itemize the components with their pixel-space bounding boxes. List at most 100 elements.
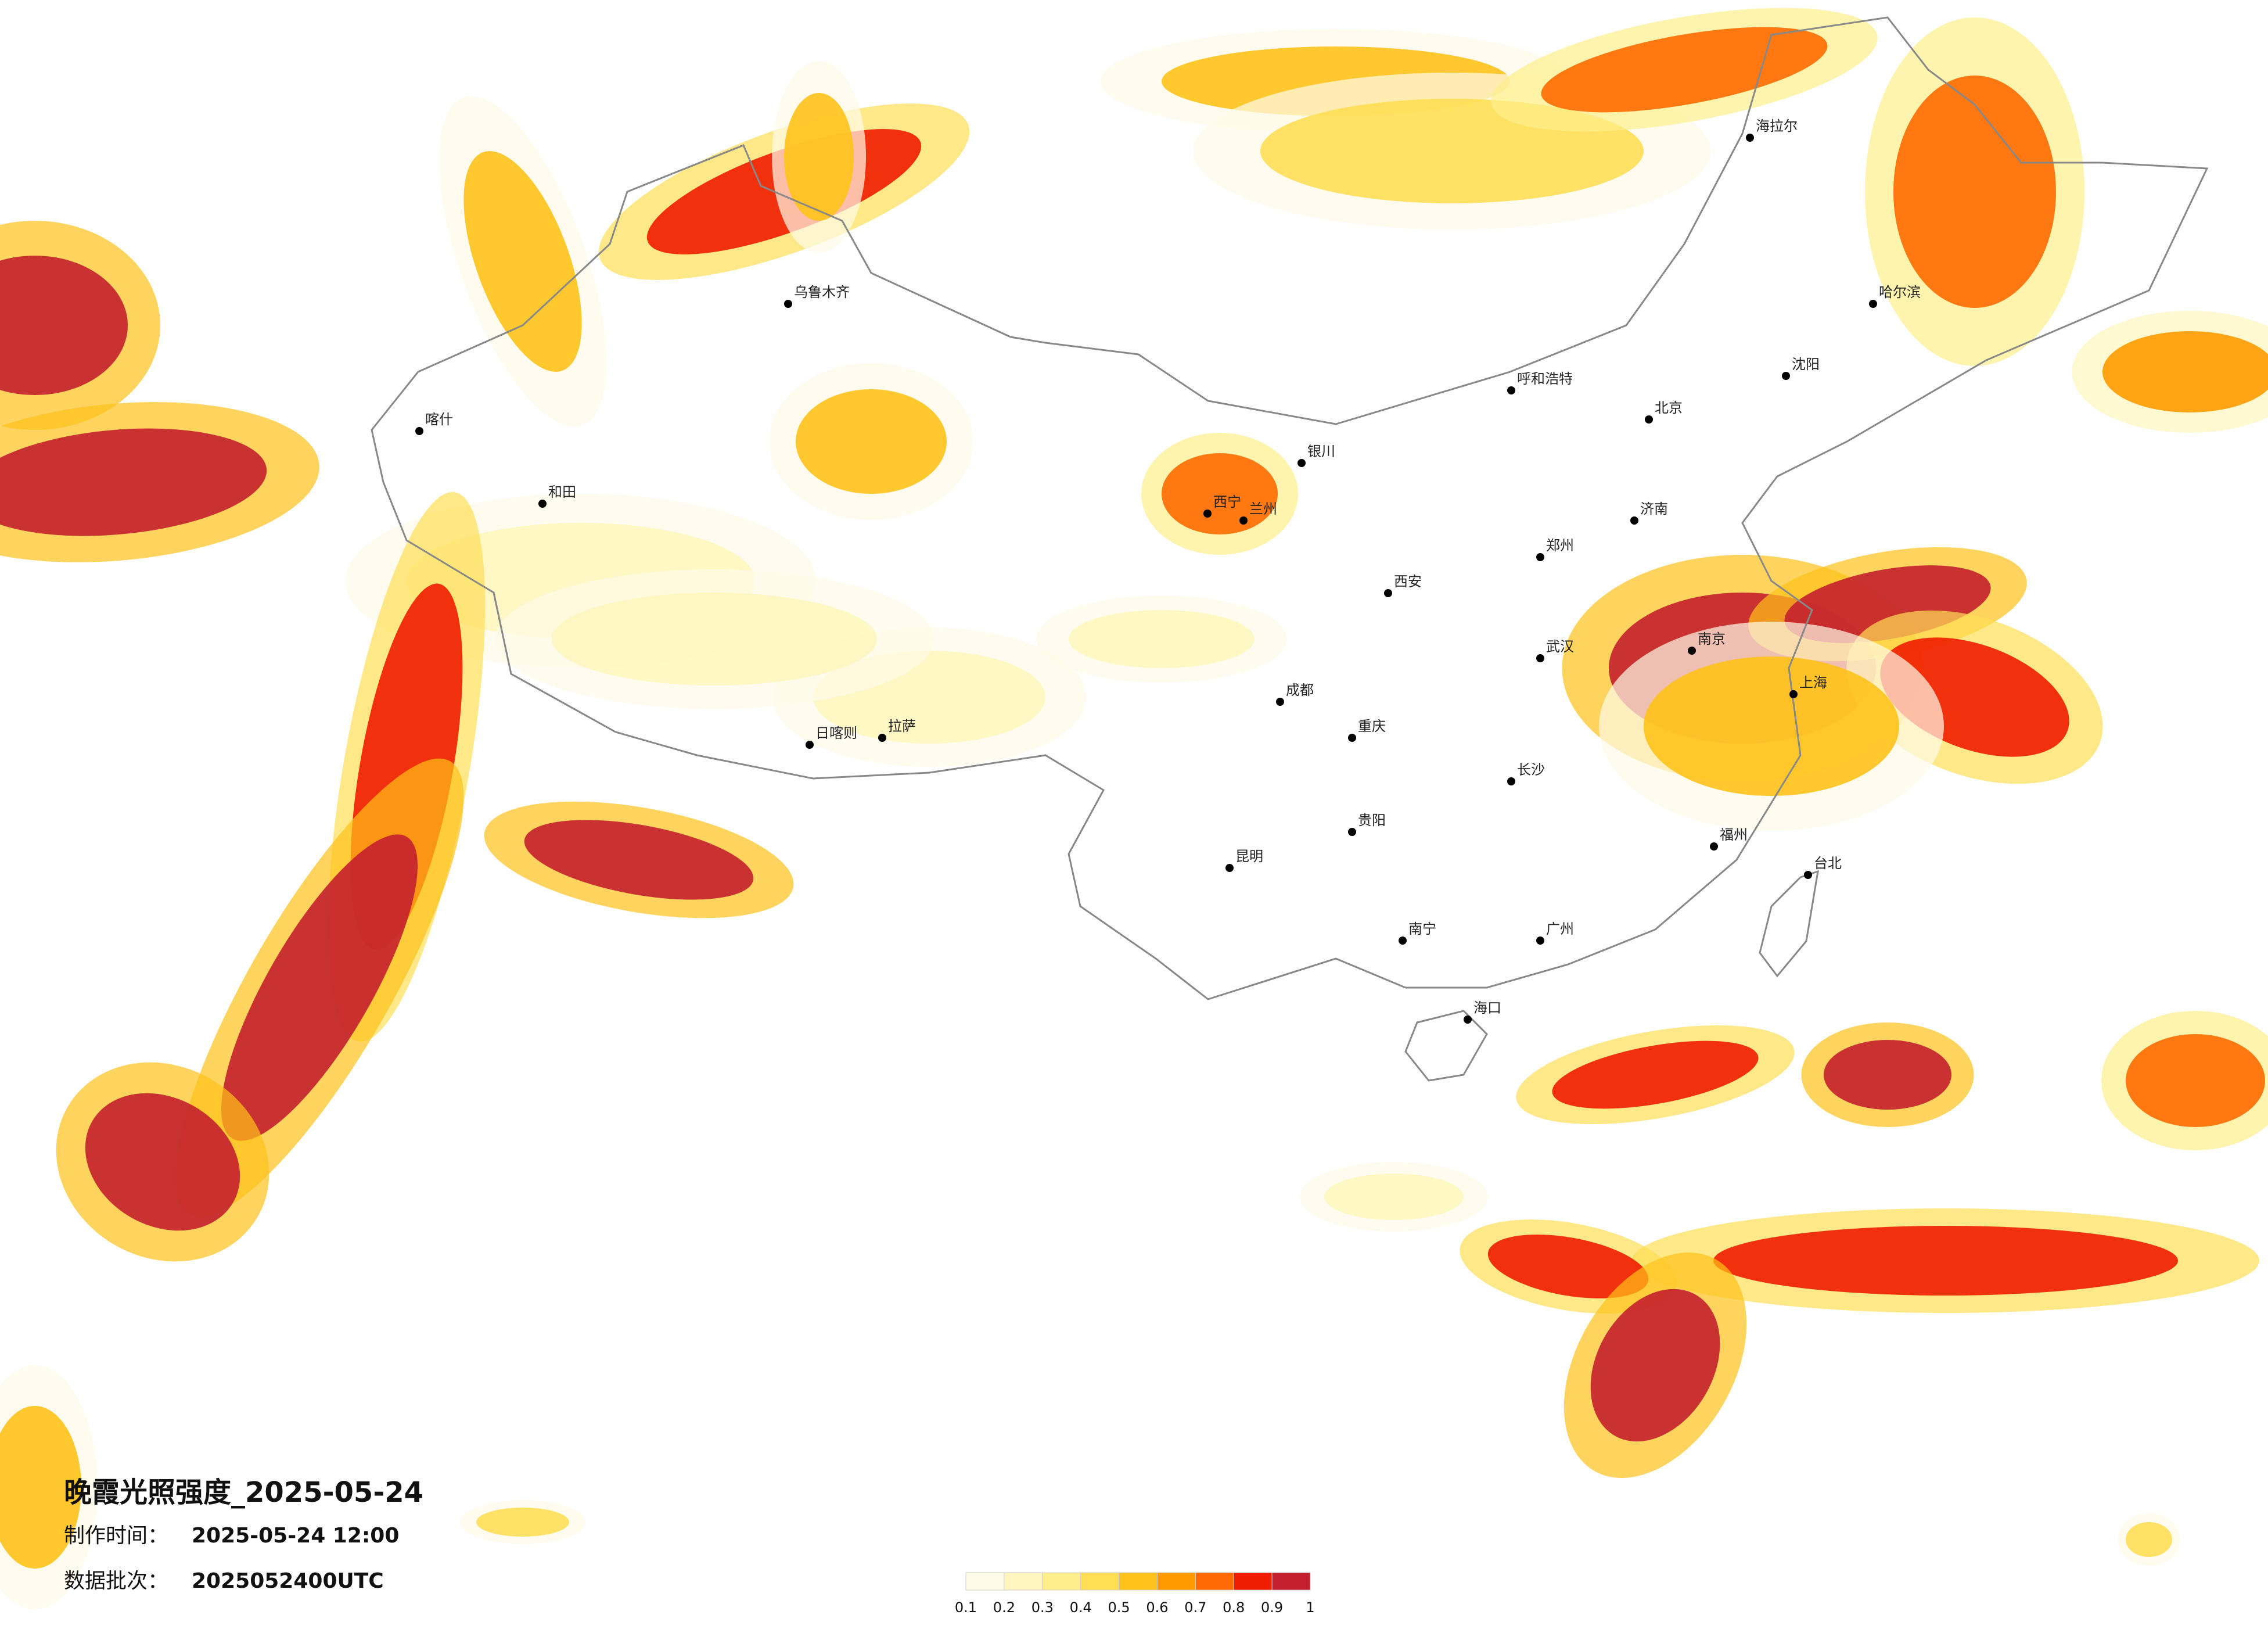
city-label: 呼和浩特 (1517, 371, 1573, 387)
colorbar-swatch (1157, 1573, 1195, 1590)
city-dot (1276, 698, 1284, 706)
city-dot (1710, 842, 1718, 851)
city-dot (1536, 553, 1544, 561)
city-label: 兰州 (1249, 501, 1277, 517)
intensity-patch (796, 389, 947, 494)
colorbar-tick-label: 0.5 (1108, 1599, 1130, 1616)
intensity-patch (476, 1508, 569, 1537)
colorbar-swatch (1195, 1573, 1234, 1590)
city-label: 成都 (1286, 682, 1314, 698)
city-label: 台北 (1814, 855, 1842, 871)
city-dot (1869, 300, 1877, 308)
city-dot (1536, 937, 1544, 945)
city-dot (1348, 828, 1356, 836)
map-title: 晚霞光照强度_2025-05-24 (64, 1476, 423, 1509)
colorbar-tick-label: 0.4 (1070, 1599, 1092, 1616)
city-dot (1804, 871, 1812, 879)
city-label: 喀什 (425, 411, 453, 428)
island-hainan (1406, 1011, 1487, 1081)
colorbar-tick-label: 0.3 (1031, 1599, 1054, 1616)
city-dot (1782, 372, 1790, 380)
colorbar-swatch (1272, 1573, 1310, 1590)
city-label: 上海 (1799, 674, 1827, 691)
city-label: 乌鲁木齐 (794, 284, 850, 300)
city-dot (1464, 1016, 1472, 1024)
city-dot (1239, 516, 1248, 525)
colorbar-tick-label: 0.2 (993, 1599, 1015, 1616)
colorbar: 0.1 0.2 0.3 0.4 0.5 0.6 0.7 0.8 0.9 1 (955, 1573, 1315, 1616)
city-label: 沈阳 (1792, 356, 1820, 372)
city-dot (1297, 459, 1306, 467)
city-dot (1348, 734, 1356, 742)
colorbar-swatch (966, 1573, 1004, 1590)
intensity-patch (1824, 1040, 1951, 1110)
batch-value: 2025052400UTC (192, 1569, 384, 1593)
city-label: 贵阳 (1358, 812, 1386, 828)
city-dot (1645, 415, 1653, 424)
city-label: 拉萨 (888, 718, 916, 734)
city-dot (1688, 647, 1696, 655)
city-label: 南京 (1698, 631, 1726, 647)
city-label: 郑州 (1546, 537, 1574, 554)
intensity-patch (1713, 1226, 2178, 1296)
city-dot (1507, 777, 1515, 785)
city-dot (1507, 386, 1515, 394)
city-label: 武汉 (1546, 638, 1574, 655)
colorbar-swatch (1234, 1573, 1272, 1590)
colorbar-tick-label: 0.8 (1223, 1599, 1245, 1616)
city-label: 银川 (1307, 443, 1335, 460)
island-taiwan (1760, 871, 1818, 976)
city-label: 福州 (1720, 827, 1748, 843)
city-label: 哈尔滨 (1879, 284, 1921, 300)
colorbar-tick-label: 1 (1306, 1599, 1314, 1616)
colorbar-tick-label: 0.1 (955, 1599, 977, 1616)
batch-label: 数据批次： (64, 1569, 168, 1593)
city-dot (1630, 516, 1638, 525)
city-label: 西安 (1394, 573, 1422, 590)
colorbar-tick-label: 0.9 (1261, 1599, 1283, 1616)
city-label: 广州 (1546, 921, 1574, 937)
city-label: 和田 (548, 484, 576, 500)
intensity-patch (2126, 1034, 2265, 1127)
city-dot (1384, 589, 1392, 597)
colorbar-swatch (1081, 1573, 1119, 1590)
intensity-patch (1644, 656, 1899, 796)
city-dot (806, 741, 814, 749)
city-dot (1225, 864, 1234, 872)
colorbar-tick-label: 0.6 (1146, 1599, 1168, 1616)
city-dot (1399, 937, 1407, 945)
intensity-patch (1893, 76, 2056, 308)
city-dot (415, 427, 423, 435)
city-label: 济南 (1640, 501, 1668, 517)
city-label: 昆明 (1235, 848, 1263, 864)
city-label: 海拉尔 (1756, 118, 1798, 134)
city-label: 长沙 (1517, 762, 1545, 778)
made-time-value: 2025-05-24 12:00 (192, 1524, 399, 1548)
colorbar-swatch (1119, 1573, 1158, 1590)
city-dot (878, 734, 886, 742)
city-dot (1536, 654, 1544, 662)
city-label: 日喀则 (815, 725, 857, 741)
city-label: 重庆 (1358, 718, 1386, 734)
city-dot (538, 500, 547, 508)
colorbar-tick-label: 0.7 (1184, 1599, 1206, 1616)
city-label: 西宁 (1213, 494, 1241, 510)
city-label: 南宁 (1408, 921, 1436, 937)
intensity-patch (552, 593, 877, 686)
colorbar-swatch (1043, 1573, 1081, 1590)
intensity-patch (784, 93, 854, 221)
made-time-label: 制作时间： (64, 1524, 168, 1548)
intensity-patch (1069, 610, 1255, 668)
city-dot (1789, 690, 1798, 698)
colorbar-swatch (1004, 1573, 1043, 1590)
intensity-patch (1324, 1174, 1464, 1220)
city-label: 海口 (1473, 1000, 1501, 1016)
city-label: 北京 (1655, 400, 1683, 416)
city-dot (1746, 134, 1754, 142)
city-dot (1203, 509, 1212, 518)
intensity-patch (2126, 1522, 2172, 1557)
city-dot (784, 300, 792, 308)
